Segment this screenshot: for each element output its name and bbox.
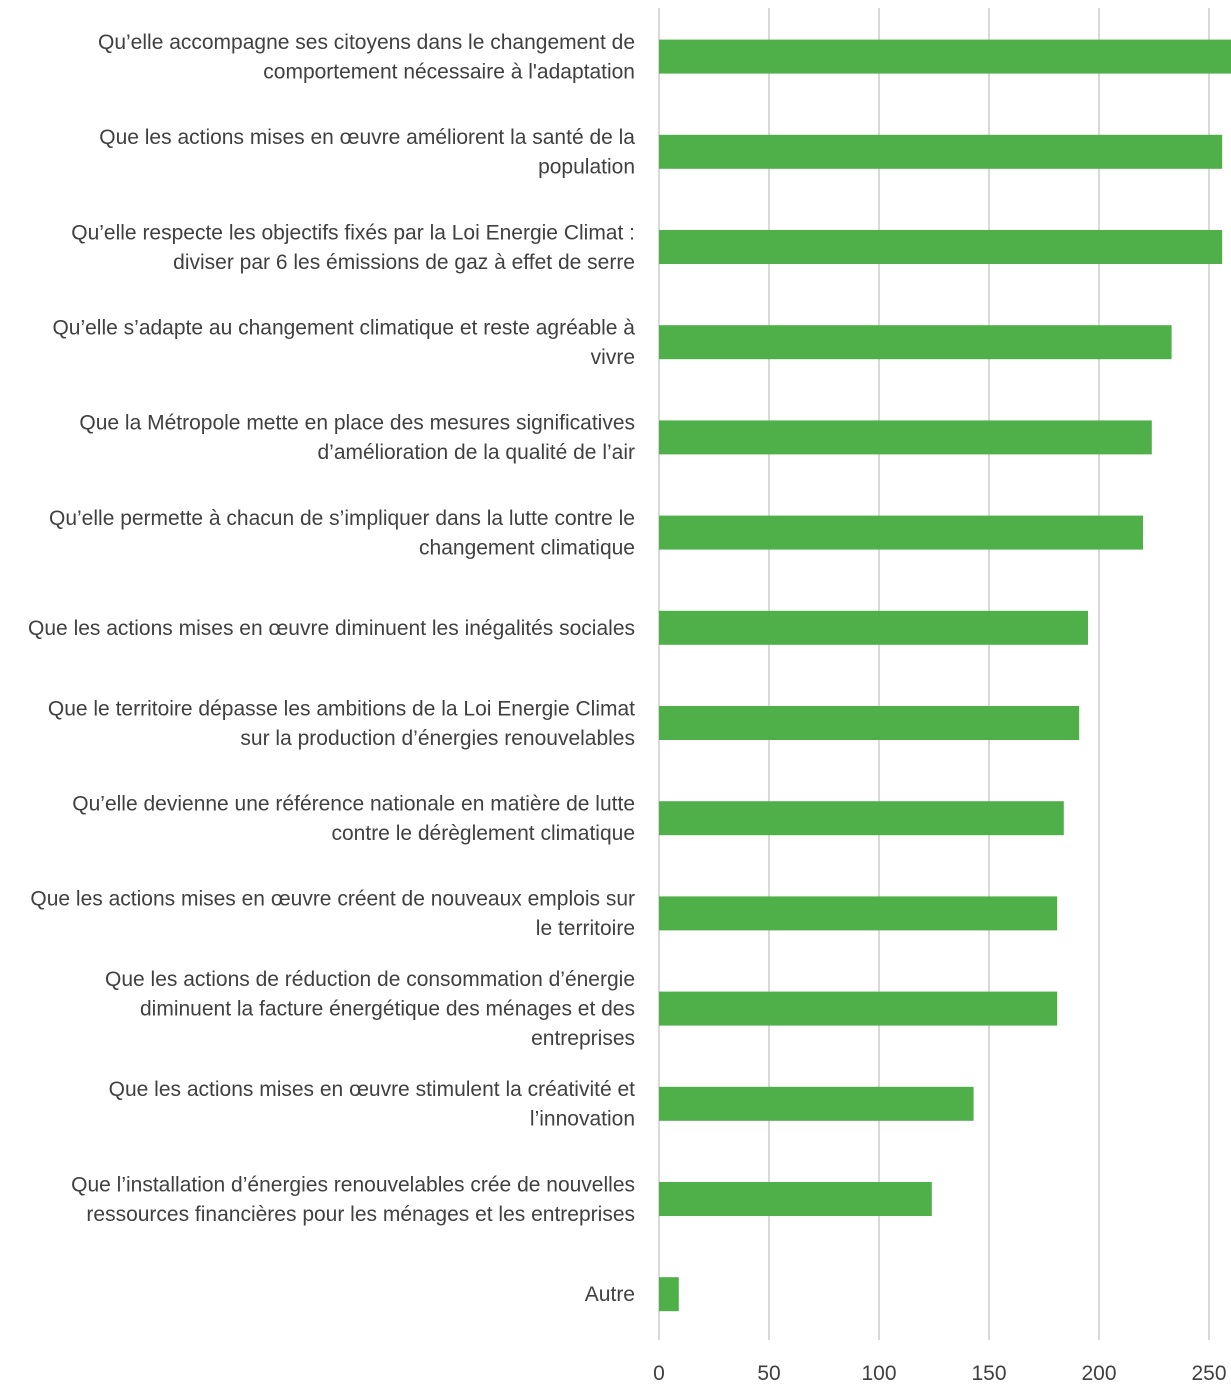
category-label: Que les actions mises en œuvre stimulent… [109,1078,636,1101]
bar [659,1182,932,1216]
category-label: diviser par 6 les émissions de gaz à eff… [173,251,635,274]
bar [659,230,1223,264]
bar [659,134,1223,169]
bar [659,1086,974,1121]
bar [659,420,1152,455]
category-label: Que les actions mises en œuvre créent de… [30,888,635,911]
category-label: population [538,156,635,179]
category-label: Que le territoire dépasse les ambitions … [48,697,635,720]
category-labels: Qu’elle accompagne ses citoyens dans le … [28,31,635,1306]
gridlines [658,8,1210,1340]
category-label: changement climatique [419,536,635,559]
x-axis-ticks: 0 50 100 150 200 250 [653,1362,1226,1384]
x-tick-label: 250 [1191,1362,1226,1384]
bar [659,515,1143,550]
x-tick-label: 50 [757,1362,780,1384]
category-label: d’amélioration de la qualité de l’air [317,441,635,464]
bar [659,1277,679,1312]
bar [659,39,1231,74]
category-label: diminuent la facture énergétique des mén… [140,998,635,1021]
bar [659,610,1088,645]
category-label: contre le dérèglement climatique [332,822,636,845]
category-label: Que la Métropole mette en place des mesu… [79,412,635,435]
category-label: Qu’elle respecte les objectifs fixés par… [71,221,635,244]
category-label: Que l’installation d’énergies renouvelab… [71,1173,635,1196]
category-label: ressources financières pour les ménages … [86,1203,635,1226]
category-label: Que les actions mises en œuvre amélioren… [99,126,635,149]
bar [659,325,1172,360]
category-label: Que les actions de réduction de consomma… [105,968,635,991]
category-label: Qu’elle accompagne ses citoyens dans le … [98,31,635,54]
category-label: Que les actions mises en œuvre diminuent… [28,617,635,640]
x-tick-label: 0 [653,1362,665,1384]
category-label: Qu’elle s’adapte au changement climatiqu… [52,316,635,339]
bar [659,706,1080,740]
category-label: Qu’elle permette à chacun de s’impliquer… [49,507,635,530]
x-tick-label: 150 [971,1362,1006,1384]
category-label: le territoire [536,917,635,940]
category-label: comportement nécessaire à l'adaptation [263,60,635,83]
category-label: vivre [591,346,635,369]
category-label: Autre [585,1283,635,1306]
bar [659,991,1058,1026]
category-label: entreprises [531,1027,635,1050]
category-label: sur la production d’énergies renouvelabl… [240,727,635,750]
bars [659,39,1231,1312]
bar [659,801,1064,836]
x-tick-label: 200 [1081,1362,1116,1384]
category-label: l’innovation [530,1108,635,1131]
category-label: Qu’elle devienne une référence nationale… [72,792,635,815]
bar [659,896,1058,931]
x-tick-label: 100 [861,1362,896,1384]
